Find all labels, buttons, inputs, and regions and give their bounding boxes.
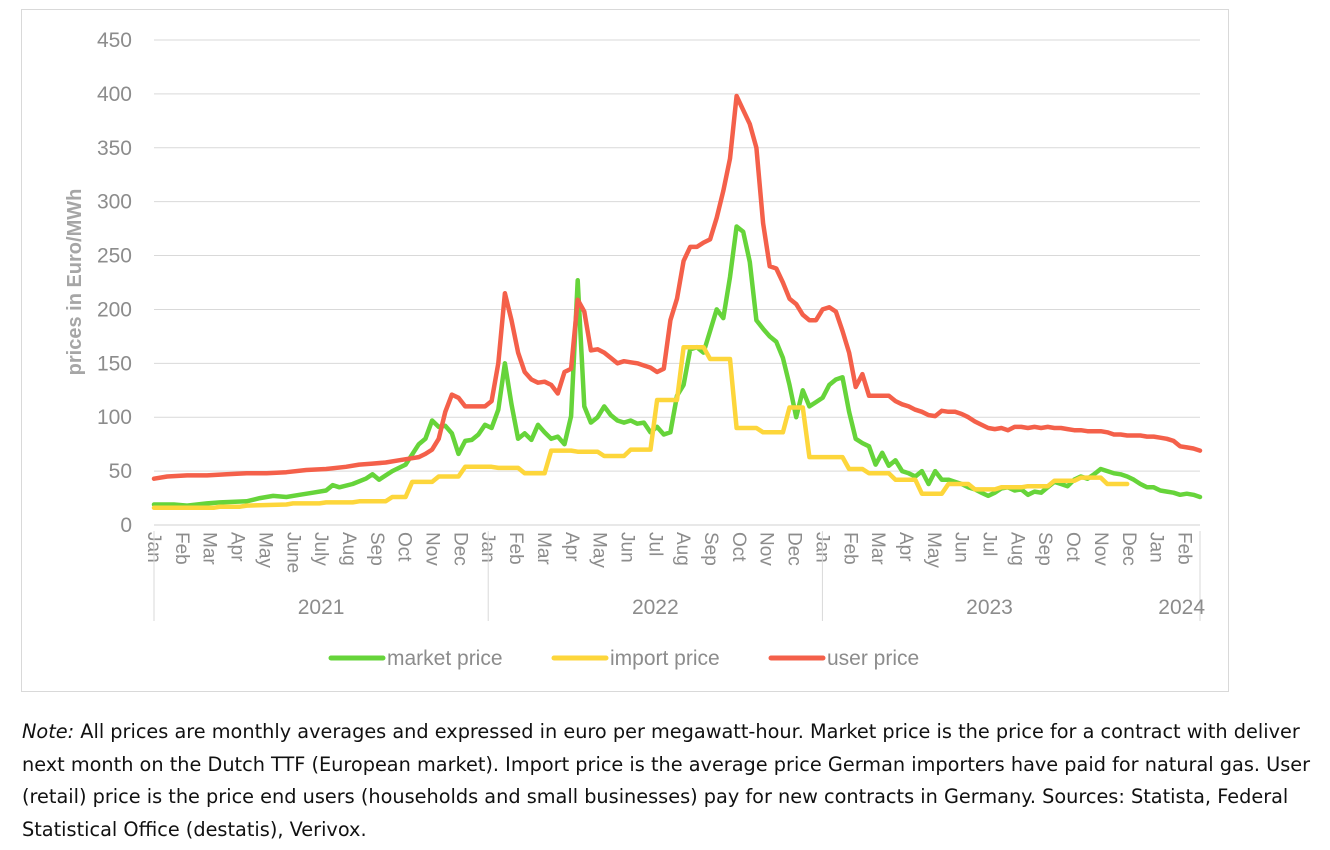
x-tick-label: Oct [728, 532, 749, 562]
y-tick-label: 300 [97, 191, 132, 214]
x-tick-label: Mar [199, 532, 220, 565]
x-tick-label: Apr [561, 532, 582, 562]
x-tick-label: Jan [1146, 532, 1167, 563]
legend: market price import price user price [328, 647, 919, 670]
legend-label-import-price: import price [610, 647, 720, 670]
x-tick-label: Nov [422, 532, 443, 566]
year-label: 2023 [966, 596, 1013, 619]
chart-note: Note: All prices are monthly averages an… [22, 716, 1312, 846]
x-tick-label: Feb [1173, 532, 1194, 565]
x-tick-label: Sep [1034, 532, 1055, 566]
x-tick-label: Aug [672, 532, 693, 566]
x-tick-label: June [282, 532, 303, 573]
y-tick-label: 250 [97, 245, 132, 268]
x-tick-label: Mar [533, 532, 554, 565]
y-tick-label: 150 [97, 352, 132, 375]
x-tick-label: Sep [700, 532, 721, 566]
x-tick-label: Jun [951, 532, 972, 563]
x-tick-label: Dec [449, 532, 470, 566]
x-tick-label: Jul [644, 532, 665, 556]
x-tick-label: Nov [756, 532, 777, 566]
x-tick-label: May [254, 532, 275, 568]
x-tick-label: Apr [227, 532, 248, 562]
x-tick-label: Nov [1090, 532, 1111, 566]
note-lead: Note: [22, 720, 75, 743]
x-tick-label: May [589, 532, 610, 568]
y-tick-label: 400 [97, 83, 132, 106]
x-tick-label: Oct [1062, 532, 1083, 562]
x-tick-label: Aug [338, 532, 359, 566]
y-tick-label: 50 [109, 460, 132, 483]
axes: 0 50 100 150 200 250 300 350 400 450 Jan Feb Mar Apr M… [64, 29, 1205, 621]
gas-price-line-chart: 0 50 100 150 200 250 300 350 400 450 Jan Feb Mar Apr M… [64, 29, 1205, 670]
x-tick-label: Jun [616, 532, 637, 563]
legend-label-market-price: market price [387, 647, 503, 670]
x-tick-label: July [310, 532, 331, 566]
series-line-import-price [151, 344, 1130, 511]
y-tick-label: 0 [120, 514, 132, 537]
series-lines [151, 93, 1203, 511]
x-tick-label: May [923, 532, 944, 568]
year-label: 2024 [1158, 596, 1205, 619]
x-tick-label: Sep [366, 532, 387, 566]
year-label: 2022 [632, 596, 679, 619]
x-tick-label: Apr [895, 532, 916, 562]
series-line-user-price [151, 93, 1203, 481]
x-tick-label: Feb [171, 532, 192, 565]
y-axis-title: prices in Euro/MWh [64, 189, 86, 376]
gridlines [154, 39, 1200, 472]
y-tick-label: 450 [97, 29, 132, 52]
x-tick-label: Oct [394, 532, 415, 562]
x-tick-label: Dec [1118, 532, 1139, 566]
y-tick-label: 100 [97, 406, 132, 429]
y-tick-label: 200 [97, 298, 132, 321]
y-tick-label: 350 [97, 137, 132, 160]
legend-label-user-price: user price [827, 647, 919, 670]
note-text: All prices are monthly averages and expr… [22, 720, 1311, 841]
x-tick-label: Feb [505, 532, 526, 565]
x-tick-label: Aug [1006, 532, 1027, 566]
series-line-market-price [151, 224, 1203, 508]
x-tick-label: Mar [867, 532, 888, 565]
chart-frame: 0 50 100 150 200 250 300 350 400 450 Jan Feb Mar Apr M… [21, 9, 1229, 692]
x-tick-label: Jul [979, 532, 1000, 556]
x-tick-label: Feb [839, 532, 860, 565]
year-label: 2021 [298, 596, 345, 619]
x-tick-label: Dec [784, 532, 805, 566]
